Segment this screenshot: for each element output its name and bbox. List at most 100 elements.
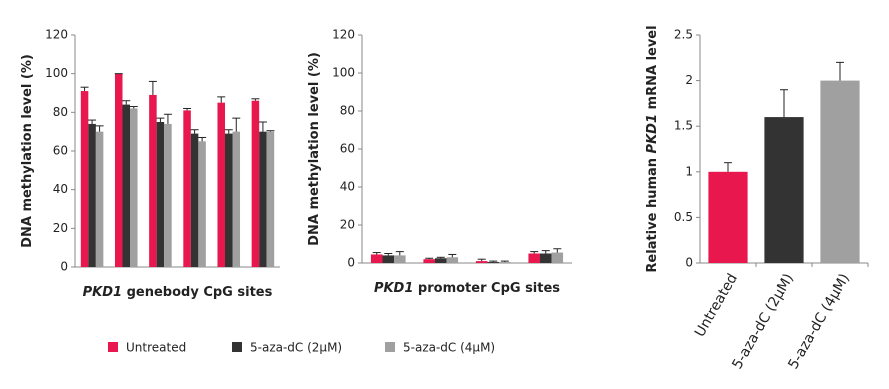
bar	[499, 262, 511, 263]
error-bar	[266, 130, 275, 132]
bar	[114, 73, 123, 268]
bar	[551, 252, 564, 263]
y-tick-label: 40	[53, 182, 68, 196]
bar	[266, 131, 275, 267]
bar	[232, 131, 241, 267]
bar	[80, 91, 89, 267]
bar	[88, 123, 96, 267]
label-part: DNA methylation level (%)	[307, 52, 322, 246]
label-part: PKD1	[645, 114, 660, 153]
bar	[487, 262, 500, 263]
error-bar	[500, 260, 509, 263]
y-tick-label: 0.5	[674, 210, 693, 224]
label-part: PKD1	[374, 281, 413, 296]
bar	[190, 133, 199, 267]
error-bar	[724, 162, 732, 172]
error-bar	[88, 119, 97, 124]
error-bar	[190, 129, 199, 134]
error-bar	[156, 117, 165, 122]
legend-label: 5-aza-dC (4μM)	[403, 341, 495, 355]
error-bar	[541, 250, 550, 254]
bar	[382, 255, 395, 263]
y-tick-label: 60	[53, 144, 68, 158]
error-bar	[372, 252, 381, 255]
bar	[370, 254, 383, 263]
error-bar	[129, 106, 138, 109]
error-bar	[258, 121, 267, 132]
error-bar	[425, 257, 434, 260]
y-tick-label: 60	[340, 142, 355, 156]
error-bar	[183, 107, 192, 111]
legend-swatch	[232, 342, 242, 352]
bar	[130, 108, 138, 267]
bar	[475, 261, 488, 263]
y-tick-label: 20	[340, 218, 355, 232]
error-bar	[448, 253, 457, 258]
label-part: promoter CpG sites	[413, 281, 560, 296]
legend-label: Untreated	[126, 341, 186, 355]
bar	[259, 131, 267, 267]
bar	[217, 102, 225, 268]
bar	[251, 100, 260, 267]
error-bar	[217, 96, 226, 103]
y-tick-label: 100	[332, 66, 355, 80]
bar	[156, 122, 165, 267]
error-bar	[780, 89, 788, 118]
legend-swatch	[385, 342, 395, 352]
error-bar	[163, 113, 172, 124]
y-tick-label: 0	[685, 256, 693, 270]
y-axis-label: DNA methylation level (%)	[20, 54, 35, 248]
bar	[95, 131, 104, 267]
bar	[434, 258, 447, 263]
y-axis-label: DNA methylation level (%)	[307, 52, 322, 246]
label-part: mRNA level	[645, 25, 660, 114]
error-bar	[122, 100, 131, 105]
error-bar	[95, 125, 104, 132]
y-tick-label: 40	[340, 180, 355, 194]
x-axis-label: PKD1 genebody CpG sites	[83, 285, 273, 300]
y-axis-label: Relative human PKD1 mRNA level	[645, 25, 660, 272]
error-bar	[198, 136, 207, 142]
error-bar	[395, 251, 404, 256]
y-tick-label: 0	[347, 256, 355, 270]
error-bar	[80, 86, 89, 92]
error-bar	[836, 61, 844, 81]
x-tick-label: 5-aza-dC (2μM)	[729, 271, 797, 372]
error-bar	[148, 80, 157, 95]
legend-swatch	[108, 342, 118, 352]
label-part: Relative human	[645, 153, 660, 272]
error-bar	[251, 98, 260, 101]
y-tick-label: 2	[685, 73, 693, 87]
error-bar	[232, 117, 241, 132]
bar	[539, 253, 552, 263]
error-bar	[436, 256, 445, 259]
y-tick-label: 1.5	[674, 119, 693, 133]
x-tick-label: 5-aza-dC (4μM)	[785, 271, 853, 372]
error-bar	[384, 253, 393, 256]
y-tick-label: 120	[332, 28, 355, 42]
error-bar	[224, 129, 233, 134]
error-bar	[553, 248, 562, 253]
y-tick-label: 100	[45, 66, 68, 80]
bar	[708, 171, 748, 263]
bar	[198, 141, 206, 267]
label-part: PKD1	[83, 285, 122, 300]
bar	[446, 257, 459, 263]
y-tick-label: 80	[340, 104, 355, 118]
error-bar	[489, 260, 498, 263]
bar	[394, 255, 406, 263]
x-axis-label: PKD1 promoter CpG sites	[374, 281, 560, 296]
y-tick-label: 1	[685, 164, 693, 178]
y-tick-label: 120	[45, 28, 68, 42]
error-bar	[477, 258, 486, 262]
error-bar	[530, 251, 539, 254]
bar	[122, 104, 131, 267]
bar	[528, 253, 540, 263]
label-part: genebody CpG sites	[122, 285, 273, 300]
x-tick-label: Untreated	[692, 271, 741, 340]
bar	[224, 133, 233, 267]
bar	[820, 80, 860, 263]
y-tick-label: 2.5	[674, 28, 693, 42]
y-tick-label: 0	[60, 260, 68, 274]
